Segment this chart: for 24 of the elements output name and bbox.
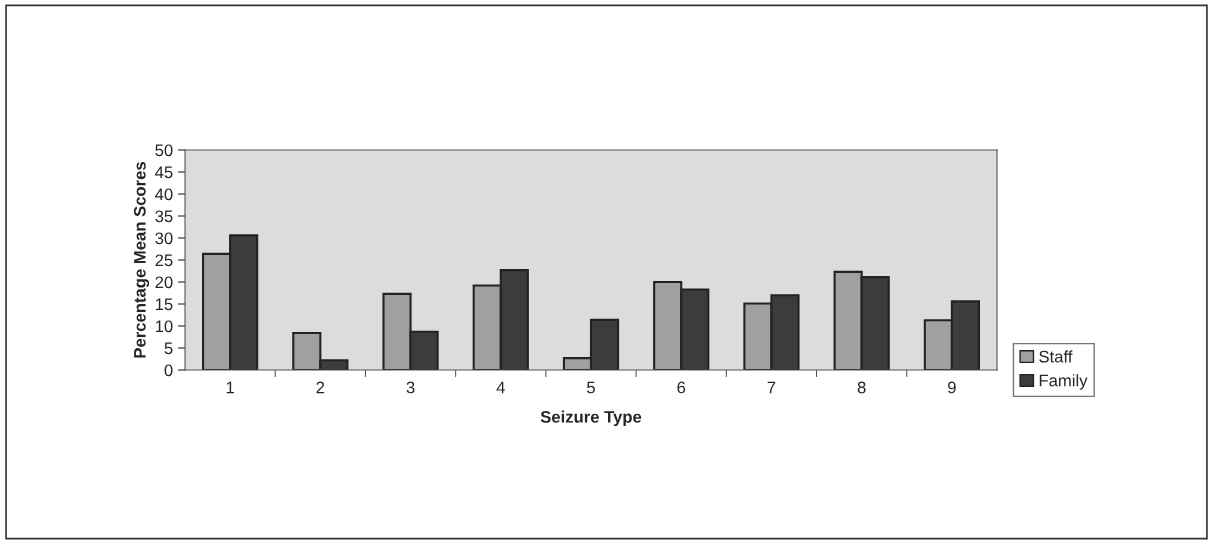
y-tick-label: 0 [164, 364, 173, 377]
x-tick-label: 9 [948, 381, 956, 394]
y-tick-label: 15 [155, 298, 173, 311]
y-tick-label: 25 [155, 254, 173, 267]
x-tick-label: 4 [496, 381, 505, 394]
y-tick-label: 40 [155, 188, 173, 201]
y-tick-label: 5 [164, 342, 173, 355]
y-tick-label: 35 [155, 210, 173, 223]
x-tick-label: 1 [226, 381, 234, 394]
x-tick-label: 8 [857, 381, 866, 394]
legend-label: Family [1039, 374, 1088, 390]
y-tick-label: 10 [155, 320, 173, 333]
y-tick-label: 20 [155, 276, 173, 289]
x-axis-title: Seizure Type [540, 410, 642, 427]
y-tick-label: 50 [155, 144, 173, 157]
legend-label: Staff [1039, 350, 1073, 363]
x-tick-label: 3 [406, 381, 415, 394]
x-tick-label: 5 [587, 381, 595, 394]
y-axis-title: Percentage Mean Scores [133, 162, 150, 358]
x-tick-label: 2 [316, 381, 325, 394]
x-tick-label: 7 [767, 381, 776, 394]
x-tick-label: 6 [677, 381, 686, 394]
y-tick-label: 45 [155, 166, 173, 179]
y-tick-label: 30 [155, 232, 173, 245]
